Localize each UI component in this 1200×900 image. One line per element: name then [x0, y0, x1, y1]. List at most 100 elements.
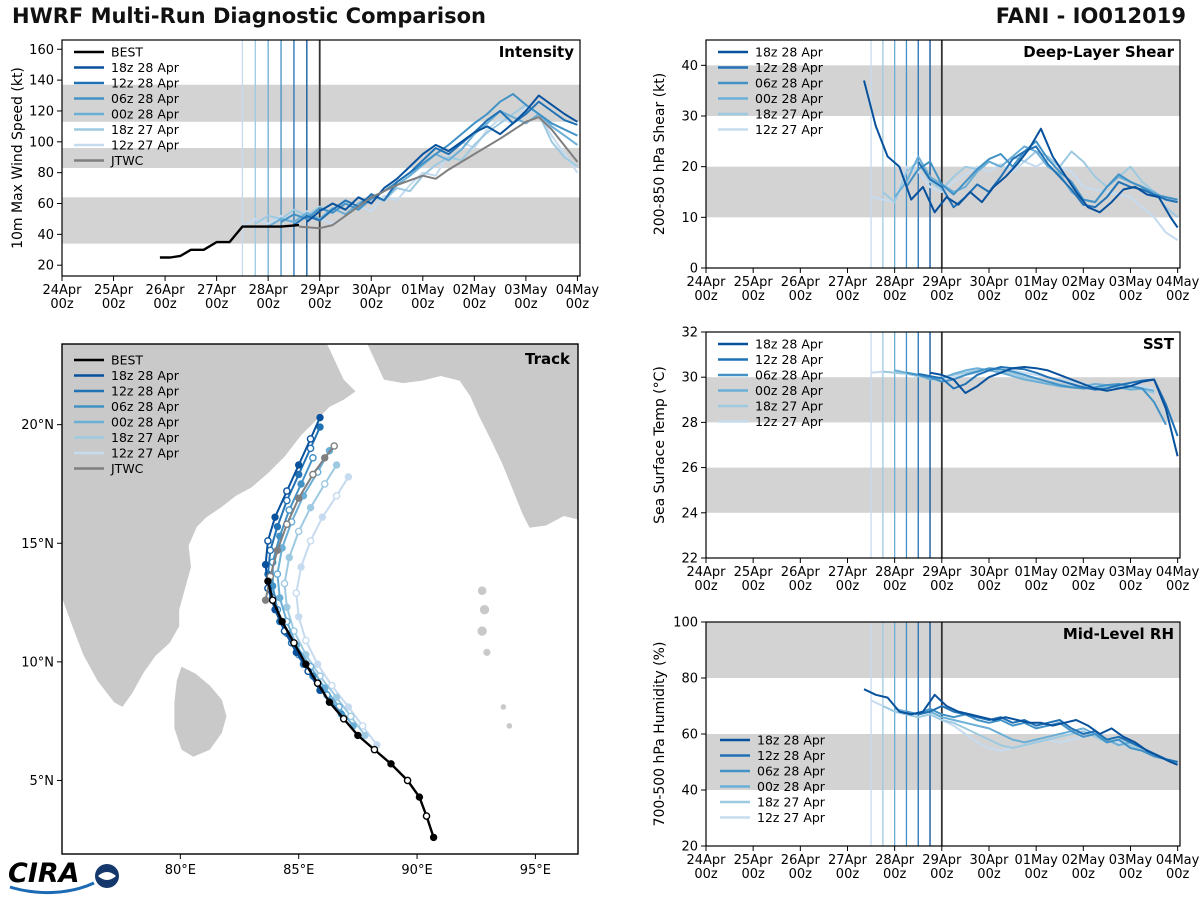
track-marker: [354, 731, 362, 740]
x-tick-label: 26Apr: [146, 283, 186, 298]
x-tick-sublabel: 00z: [789, 867, 813, 882]
track-marker-open: [280, 579, 289, 588]
track-marker-open: [328, 681, 336, 690]
x-tick-label: 03May: [504, 283, 548, 298]
x-tick-sublabel: 00z: [514, 297, 538, 312]
x-tick-sublabel: 00z: [741, 289, 765, 304]
x-tick-sublabel: 00z: [883, 579, 907, 594]
rh-series-12z 28 Apr: [917, 705, 1178, 763]
track-marker: [313, 660, 322, 668]
legend-label: 12z 28 Apr: [111, 384, 180, 399]
sst-series-00z 28 Apr: [894, 367, 1155, 392]
legend-label: 12z 28 Apr: [755, 352, 824, 367]
track-marker-open: [339, 714, 348, 723]
shear-band: [706, 65, 1180, 116]
track-marker-open: [306, 444, 315, 453]
island: [479, 604, 490, 615]
track-marker: [294, 470, 303, 479]
x-tick-sublabel: 00z: [205, 297, 229, 312]
x-tick-label: 25Apr: [734, 853, 774, 868]
track-marker: [429, 833, 438, 842]
rh-chart: 2040608010024Apr00z25Apr00z26Apr00z27Apr…: [652, 616, 1200, 883]
x-tick-label: 26Apr: [781, 275, 821, 290]
track-marker: [302, 660, 310, 668]
x-tick-sublabel: 00z: [1072, 289, 1096, 304]
track-marker-open: [301, 636, 310, 645]
noaa-bird-icon: [98, 872, 116, 880]
x-tick-label: 26Apr: [781, 853, 821, 868]
x-tick-sublabel: 00z: [789, 289, 813, 304]
x-tick-label: 02May: [1062, 853, 1106, 868]
track-marker: [264, 577, 272, 585]
track-marker: [273, 522, 282, 531]
intensity-series-JTWC: [299, 116, 579, 230]
legend-label: 18z 28 Apr: [111, 368, 180, 383]
legend-label: JTWC: [110, 153, 144, 168]
y-tick-label: 24: [681, 506, 698, 521]
intensity-chart: 2040608010012014016024Apr00z25Apr00z26Ap…: [10, 39, 600, 312]
lat-tick-label: 15°N: [21, 537, 54, 552]
track-marker-open: [306, 537, 315, 545]
rh-band: [706, 734, 1180, 790]
shear-ylabel: 200-850 hPa Shear (kt): [652, 73, 668, 235]
y-tick-label: 20: [681, 160, 698, 175]
x-tick-sublabel: 00z: [566, 297, 590, 312]
intensity-ylabel: 10m Max Wind Speed (kt): [10, 67, 26, 249]
y-tick-label: 40: [681, 59, 698, 74]
landmass: [367, 344, 578, 528]
track-marker: [387, 760, 395, 768]
x-tick-label: 29Apr: [300, 283, 340, 298]
legend-label: 18z 28 Apr: [755, 45, 824, 60]
x-tick-label: 04May: [1156, 565, 1200, 580]
x-tick-sublabel: 00z: [694, 289, 718, 304]
x-tick-sublabel: 00z: [977, 289, 1001, 304]
track-marker: [271, 513, 279, 521]
legend-label: 06z 28 Apr: [111, 91, 180, 106]
intensity-series-12z 28 Apr: [293, 100, 578, 226]
y-tick-label: 26: [681, 461, 698, 476]
rh-series-18z 28 Apr: [863, 688, 1178, 766]
lon-tick-label: 90°E: [401, 863, 432, 878]
legend-label: BEST: [111, 353, 143, 368]
x-tick-sublabel: 00z: [1119, 289, 1143, 304]
x-tick-label: 04May: [556, 283, 600, 298]
sst-series-18z 28 Apr: [929, 366, 1179, 457]
x-tick-sublabel: 00z: [741, 867, 765, 882]
track-marker: [297, 480, 305, 488]
x-tick-sublabel: 00z: [1166, 579, 1190, 594]
x-tick-sublabel: 00z: [1119, 579, 1143, 594]
track-marker: [273, 546, 282, 555]
x-tick-label: 28Apr: [875, 565, 915, 580]
y-tick-label: 32: [681, 326, 698, 341]
y-tick-label: 60: [681, 728, 698, 743]
intensity-series-00z 28 Apr: [267, 110, 578, 228]
track-marker-open: [422, 812, 431, 820]
track-marker: [297, 563, 305, 571]
island: [483, 648, 491, 656]
track-marker-open: [283, 496, 291, 505]
x-tick-label: 27Apr: [828, 275, 868, 290]
track-marker: [278, 617, 286, 626]
legend-label: 18z 28 Apr: [757, 733, 826, 748]
x-tick-label: 27Apr: [197, 283, 237, 298]
x-tick-label: 25Apr: [734, 565, 774, 580]
x-tick-sublabel: 00z: [50, 297, 74, 312]
track-marker-open: [283, 487, 291, 495]
shear-chart: 01020304024Apr00z25Apr00z26Apr00z27Apr00…: [652, 39, 1200, 304]
x-tick-sublabel: 00z: [308, 297, 332, 312]
legend-label: 18z 28 Apr: [111, 60, 180, 75]
y-tick-label: 60: [37, 197, 54, 212]
x-tick-sublabel: 00z: [463, 297, 487, 312]
x-tick-sublabel: 00z: [360, 297, 384, 312]
y-tick-label: 80: [681, 672, 698, 687]
track-marker: [285, 553, 293, 562]
shear-series-18z 27 Apr: [882, 150, 1179, 219]
shear-frame: [705, 39, 1181, 269]
intensity-series-BEST: [159, 223, 300, 259]
x-tick-label: 29Apr: [922, 565, 962, 580]
track-marker-open: [309, 470, 317, 479]
track-marker-open: [283, 520, 291, 529]
y-tick-label: 0: [690, 262, 698, 277]
storm-id: FANI - IO012019: [995, 4, 1186, 28]
legend-label: 06z 28 Apr: [755, 368, 824, 383]
